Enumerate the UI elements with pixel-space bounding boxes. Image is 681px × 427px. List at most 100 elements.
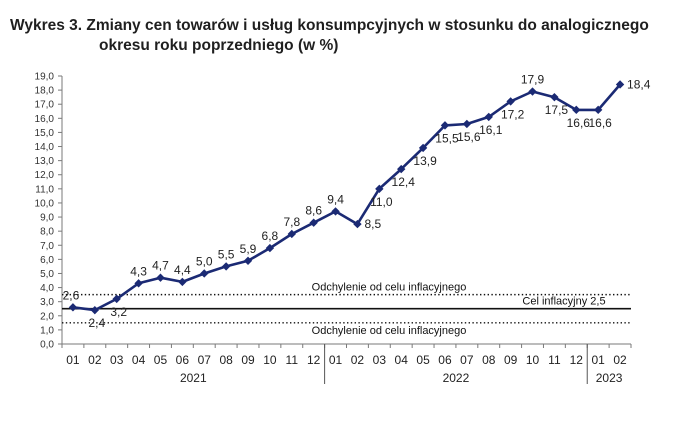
y-tick-label: 7,0	[40, 241, 54, 252]
x-tick-label: 06	[438, 353, 452, 367]
data-point	[68, 303, 78, 312]
data-label: 15,6	[457, 130, 481, 144]
y-tick-label: 9,0	[40, 213, 54, 224]
y-tick-label: 17,0	[35, 100, 55, 111]
y-tick-label: 13,0	[35, 156, 55, 167]
x-tick-label: 04	[395, 353, 409, 367]
data-label: 5,0	[196, 254, 213, 268]
data-point	[375, 184, 384, 194]
data-label: 12,4	[392, 175, 416, 189]
data-point	[112, 294, 121, 304]
x-tick-label: 05	[154, 353, 168, 367]
data-point	[615, 80, 625, 89]
x-tick-label: 10	[526, 353, 540, 367]
data-point	[331, 207, 340, 216]
series	[68, 80, 625, 315]
data-point	[90, 305, 100, 315]
data-label: 16,6	[567, 116, 591, 130]
y-tick-label: 19,0	[35, 72, 55, 83]
x-tick-label: 12	[570, 353, 584, 367]
data-label: 3,2	[110, 305, 127, 319]
data-point	[484, 112, 493, 122]
deviation-label: Odchylenie od celu inflacyjnego	[312, 325, 467, 337]
x-tick-label: 02	[613, 353, 627, 367]
y-tick-label: 10,0	[35, 198, 55, 209]
data-point	[134, 279, 143, 288]
x-tick-label: 02	[351, 353, 365, 367]
data-point	[550, 92, 559, 102]
data-label: 17,2	[501, 107, 525, 121]
x-tick-label: 11	[548, 353, 561, 367]
year-label: 2023	[596, 371, 623, 385]
data-labels: 2,6 2,4 3,2 4,3 4,7 4,4 5,0 5,5 5,9 6,8 7,8 8,6 9,4 8…	[63, 73, 651, 331]
y-tick-label: 16,0	[35, 114, 55, 125]
data-label: 4,4	[174, 263, 191, 277]
x-tick-label: 03	[373, 353, 387, 367]
x-tick-label: 08	[219, 353, 233, 367]
chart-title: Wykres 3. Zmiany cen towarów i usług kon…	[10, 16, 670, 56]
y-tick-label: 6,0	[40, 255, 54, 266]
x-tick-label: 11	[286, 353, 299, 367]
y-tick-label: 8,0	[40, 227, 54, 238]
x-tick-label: 07	[460, 353, 474, 367]
y-tick-label: 15,0	[35, 128, 55, 139]
data-point	[353, 219, 362, 229]
data-point	[418, 143, 428, 153]
y-tick-label: 18,0	[35, 86, 55, 97]
data-point	[506, 97, 515, 106]
data-point	[156, 273, 165, 282]
data-point	[200, 269, 209, 278]
data-label: 16,6	[588, 116, 612, 130]
data-label: 9,4	[327, 192, 344, 206]
x-tick-label: 10	[263, 353, 277, 367]
y-tick-label: 3,0	[40, 297, 54, 308]
data-point	[462, 119, 472, 129]
target-label: Cel inflacyjny 2,5	[522, 296, 605, 308]
data-point	[572, 105, 581, 115]
y-tick-label: 14,0	[35, 142, 55, 153]
data-label: 5,9	[240, 242, 257, 256]
data-point	[265, 243, 275, 253]
data-label: 8,6	[305, 204, 322, 218]
x-tick-label: 03	[110, 353, 124, 367]
y-tick-label: 11,0	[35, 184, 54, 195]
data-point	[440, 121, 450, 130]
data-label: 4,7	[152, 259, 169, 273]
x-tick-label: 01	[329, 353, 343, 367]
y-axis: 0,0 1,0 2,0 3,0 4,0 5,0 6,0 7,0 8,0 9,0 10,0 11,0 12…	[35, 72, 63, 351]
chart-title-line2: okresu roku poprzedniego (w %)	[99, 37, 339, 54]
data-point	[528, 87, 537, 96]
x-tick-label: 12	[307, 353, 321, 367]
reference-lines: Odchylenie od celu inflacyjnego Cel infla…	[62, 282, 631, 337]
chart-title-line1: Wykres 3. Zmiany cen towarów i usług kon…	[10, 17, 649, 34]
data-point	[178, 277, 187, 287]
x-tick-label: 09	[241, 353, 255, 367]
data-label: 7,8	[283, 215, 300, 229]
data-label: 2,4	[88, 316, 105, 330]
data-label: 13,9	[413, 154, 437, 168]
deviation-label: Odchylenie od celu inflacyjnego	[312, 282, 467, 294]
x-tick-label: 08	[482, 353, 496, 367]
year-label: 2022	[443, 371, 470, 385]
y-tick-label: 12,0	[35, 170, 55, 181]
series-line	[72, 83, 622, 312]
data-label: 15,5	[435, 131, 459, 145]
x-tick-label: 06	[176, 353, 190, 367]
data-label: 16,1	[479, 123, 503, 137]
data-label: 8,5	[364, 217, 381, 231]
data-point	[221, 262, 231, 271]
x-tick-label: 05	[416, 353, 430, 367]
y-tick-label: 2,0	[40, 311, 54, 322]
x-tick-label: 09	[504, 353, 518, 367]
y-tick-label: 0,0	[40, 340, 54, 351]
x-axis: 01 02 03 04 05 06 07 08 09 10 11 12 01 02 03 04 05 06 07 08…	[61, 343, 632, 385]
x-tick-label: 07	[198, 353, 212, 367]
year-label: 2021	[180, 371, 207, 385]
x-tick-label: 02	[88, 353, 102, 367]
data-point	[397, 164, 406, 174]
y-tick-label: 4,0	[40, 283, 54, 294]
y-tick-label: 5,0	[40, 269, 54, 280]
data-label: 11,0	[370, 195, 393, 209]
x-tick-label: 01	[66, 353, 80, 367]
